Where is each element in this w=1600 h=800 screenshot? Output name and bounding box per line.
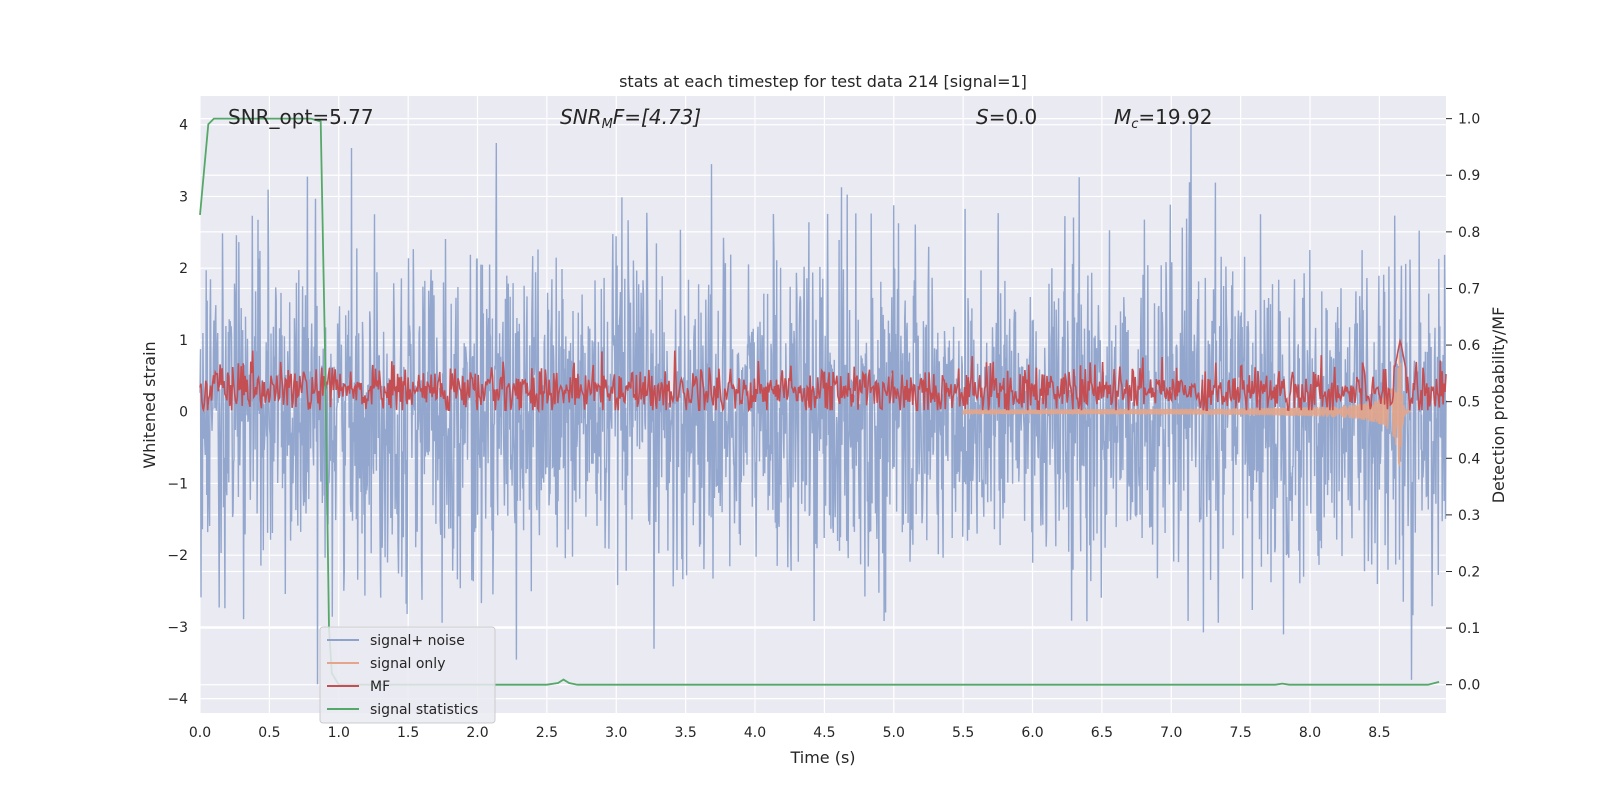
annotation-snr-mf-base: SNR xyxy=(560,105,602,129)
y-right-tick-label: 0.4 xyxy=(1458,451,1480,467)
y-left-tick-label: 2 xyxy=(179,261,188,277)
y-right-tick-label: 0.6 xyxy=(1458,338,1480,354)
legend-label-signal-statistics: signal statistics xyxy=(370,702,478,718)
y-right-tick-label: 0.8 xyxy=(1458,225,1480,241)
y-right-tick-label: 0.9 xyxy=(1458,168,1480,184)
y-left-tick-label: 3 xyxy=(179,189,188,205)
x-tick-label: 4.0 xyxy=(744,725,766,741)
y-right-tick-label: 0.7 xyxy=(1458,281,1480,297)
x-tick-label: 3.5 xyxy=(675,725,697,741)
legend-label-signal-noise: signal+ noise xyxy=(370,633,465,649)
y-left-tick-label: −2 xyxy=(167,548,188,564)
y-right-tick-label: 0.2 xyxy=(1458,564,1480,580)
annotation-snr-mf-rest: F=[4.73] xyxy=(613,105,701,129)
y-right-tick-label: 0.5 xyxy=(1458,395,1480,411)
y-left-tick-label: 1 xyxy=(179,333,188,349)
y-left-tick-label: 0 xyxy=(179,405,188,421)
annotation-mc: Mc=19.92 xyxy=(1114,105,1212,132)
x-tick-label: 3.0 xyxy=(605,725,627,741)
y-left-tick-label: −1 xyxy=(167,476,188,492)
x-tick-label: 8.5 xyxy=(1368,725,1390,741)
x-tick-label: 2.5 xyxy=(536,725,558,741)
x-tick-label: 2.0 xyxy=(466,725,488,741)
x-tick-label: 7.5 xyxy=(1230,725,1252,741)
legend: signal+ noise signal only MF signal stat… xyxy=(319,626,496,724)
legend-label-signal-only: signal only xyxy=(370,656,445,672)
series-signal-only-line xyxy=(962,354,1412,467)
y-right-tick-label: 0.1 xyxy=(1458,621,1480,637)
x-tick-label: 4.5 xyxy=(813,725,835,741)
y-right-axis-label: Detection probability/MF xyxy=(1489,307,1508,504)
y-left-axis-ticks: 4 3 2 1 0 −1 −2 −3 −4 xyxy=(167,118,188,708)
annotation-s-rest: =0.0 xyxy=(989,105,1038,129)
y-right-tick-label: 0.0 xyxy=(1458,678,1480,694)
x-tick-label: 0.0 xyxy=(189,725,211,741)
annotation-mc-base: M xyxy=(1114,105,1131,129)
annotation-snr-mf-sub: M xyxy=(602,117,613,132)
annotation-s-base: S xyxy=(976,105,989,129)
x-tick-label: 6.5 xyxy=(1091,725,1113,741)
x-tick-label: 7.0 xyxy=(1160,725,1182,741)
y-left-tick-label: −3 xyxy=(167,620,188,636)
x-axis-ticks: 0.0 0.5 1.0 1.5 2.0 2.5 3.0 3.5 4.0 4.5 5.0 5.5 6.0 6… xyxy=(189,725,1391,741)
annotation-snr-mf: SNRMF=[4.73] xyxy=(560,105,701,132)
x-tick-label: 8.0 xyxy=(1299,725,1321,741)
annotation-s: S=0.0 xyxy=(976,105,1037,129)
legend-label-mf: MF xyxy=(370,679,390,695)
series-mf-line xyxy=(199,338,1447,414)
annotation-mc-sub: c xyxy=(1131,117,1138,132)
x-tick-label: 1.5 xyxy=(397,725,419,741)
x-tick-label: 5.5 xyxy=(952,725,974,741)
y-right-tick-label: 1.0 xyxy=(1458,112,1480,128)
legend-box xyxy=(319,626,496,724)
y-left-axis-label: Whitened strain xyxy=(140,341,159,468)
annotation-mc-rest: =19.92 xyxy=(1138,105,1212,129)
x-axis-label: Time (s) xyxy=(789,748,855,767)
y-right-tick-label: 0.3 xyxy=(1458,508,1480,524)
y-left-tick-label: 4 xyxy=(179,118,188,134)
x-tick-label: 0.5 xyxy=(258,725,280,741)
x-tick-label: 1.0 xyxy=(328,725,350,741)
x-tick-label: 5.0 xyxy=(883,725,905,741)
chart-title: stats at each timestep for test data 214… xyxy=(619,72,1027,91)
annotation-snr-opt: SNR_opt=5.77 xyxy=(228,105,374,129)
y-right-axis-ticks: 1.0 0.9 0.8 0.7 0.6 0.5 0.4 0.3 0.2 0.1 0.0 xyxy=(1446,112,1480,694)
x-tick-label: 6.0 xyxy=(1021,725,1043,741)
y-left-tick-label: −4 xyxy=(167,692,188,708)
